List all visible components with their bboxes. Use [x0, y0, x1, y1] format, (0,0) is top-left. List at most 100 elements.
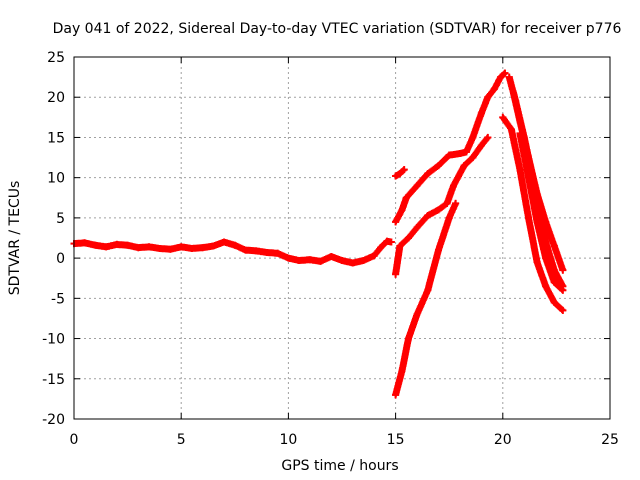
data-point: [392, 270, 400, 278]
data-point: [550, 298, 558, 306]
data-point: [284, 254, 292, 262]
data-point: [359, 257, 367, 265]
data-point: [295, 257, 303, 265]
data-point: [327, 253, 335, 261]
data-point: [477, 109, 485, 117]
data-point: [434, 246, 442, 254]
data-point: [102, 243, 110, 251]
data-point: [443, 199, 451, 207]
data-point: [124, 241, 132, 249]
data-point: [398, 206, 406, 214]
x-tick-label: 15: [387, 432, 405, 448]
data-point: [263, 248, 271, 256]
y-axis-label: SDTVAR / TECUs: [7, 181, 23, 296]
data-point: [404, 234, 412, 242]
series-upper-arc: [392, 69, 509, 226]
data-point: [392, 172, 400, 180]
data-point: [400, 166, 408, 174]
data-point: [402, 194, 410, 202]
y-tick-label: -15: [42, 372, 65, 388]
y-tick-label: 10: [47, 171, 65, 187]
plot-frame: [73, 56, 611, 420]
data-point: [377, 244, 385, 252]
data-point: [434, 162, 442, 170]
data-point: [274, 249, 282, 257]
series-mid-arc: [392, 133, 492, 278]
data-point: [177, 243, 185, 251]
data-point: [462, 148, 470, 156]
x-tick-label: 20: [494, 432, 512, 448]
data-point: [252, 247, 260, 255]
data-point: [317, 257, 325, 265]
data-point: [525, 214, 533, 222]
y-tick-label: 20: [47, 90, 65, 106]
data-point: [370, 252, 378, 260]
data-point: [199, 244, 207, 252]
data-point: [209, 242, 217, 250]
data-point: [469, 133, 477, 141]
data-point: [533, 218, 541, 226]
data-point: [542, 254, 550, 262]
data-point: [477, 141, 485, 149]
data-point: [449, 182, 457, 190]
data-point: [156, 244, 164, 252]
data-point: [424, 211, 432, 219]
data-point: [349, 259, 357, 267]
series-spike: [392, 166, 408, 180]
data-point: [392, 391, 400, 399]
data-point: [434, 206, 442, 214]
x-tick-label: 10: [279, 432, 297, 448]
data-point: [166, 245, 174, 253]
data-point: [469, 154, 477, 162]
data-point: [445, 214, 453, 222]
data-point: [145, 243, 153, 251]
data-point: [484, 133, 492, 141]
data-point: [484, 93, 492, 101]
chart-title: Day 041 of 2022, Sidereal Day-to-day VTE…: [53, 21, 622, 37]
x-tick-label: 0: [70, 432, 79, 448]
data-point: [113, 240, 121, 248]
y-tick-label: -5: [51, 291, 65, 307]
x-axis: 0 5 10 15 20 25: [70, 57, 619, 448]
data-point: [134, 244, 142, 252]
y-axis: -20 -15 -10 -5 0 5 10 15 20 25: [42, 50, 610, 428]
x-axis-label: GPS time / hours: [281, 458, 398, 474]
data-point: [231, 241, 239, 249]
data-point: [542, 282, 550, 290]
series-steep-rise: [392, 199, 460, 399]
data-point: [507, 125, 515, 133]
series-decline-d: [516, 129, 567, 294]
y-tick-label: 5: [56, 211, 65, 227]
data-point: [516, 129, 524, 137]
x-tick-label: 25: [601, 432, 619, 448]
data-point: [452, 199, 460, 207]
data-point: [396, 242, 404, 250]
data-point: [413, 310, 421, 318]
data-point: [424, 170, 432, 178]
data-point: [413, 224, 421, 232]
data-point: [91, 241, 99, 249]
data-point: [516, 166, 524, 174]
series-decline-b: [510, 89, 567, 274]
data-point: [387, 238, 395, 246]
data-points: [70, 69, 567, 399]
data-point: [396, 170, 404, 178]
data-point: [445, 151, 453, 159]
data-point: [499, 113, 507, 121]
data-point: [516, 117, 524, 125]
y-tick-label: 15: [47, 130, 65, 146]
data-point: [242, 246, 250, 254]
data-point: [559, 286, 567, 294]
data-point: [456, 150, 464, 158]
data-point: [306, 256, 314, 264]
data-point: [188, 244, 196, 252]
data-point: [413, 182, 421, 190]
data-point: [559, 306, 567, 314]
x-tick-label: 5: [177, 432, 186, 448]
data-point: [220, 238, 228, 246]
data-point: [550, 242, 558, 250]
data-point: [424, 286, 432, 294]
y-tick-label: -20: [42, 412, 65, 428]
data-point: [559, 266, 567, 274]
